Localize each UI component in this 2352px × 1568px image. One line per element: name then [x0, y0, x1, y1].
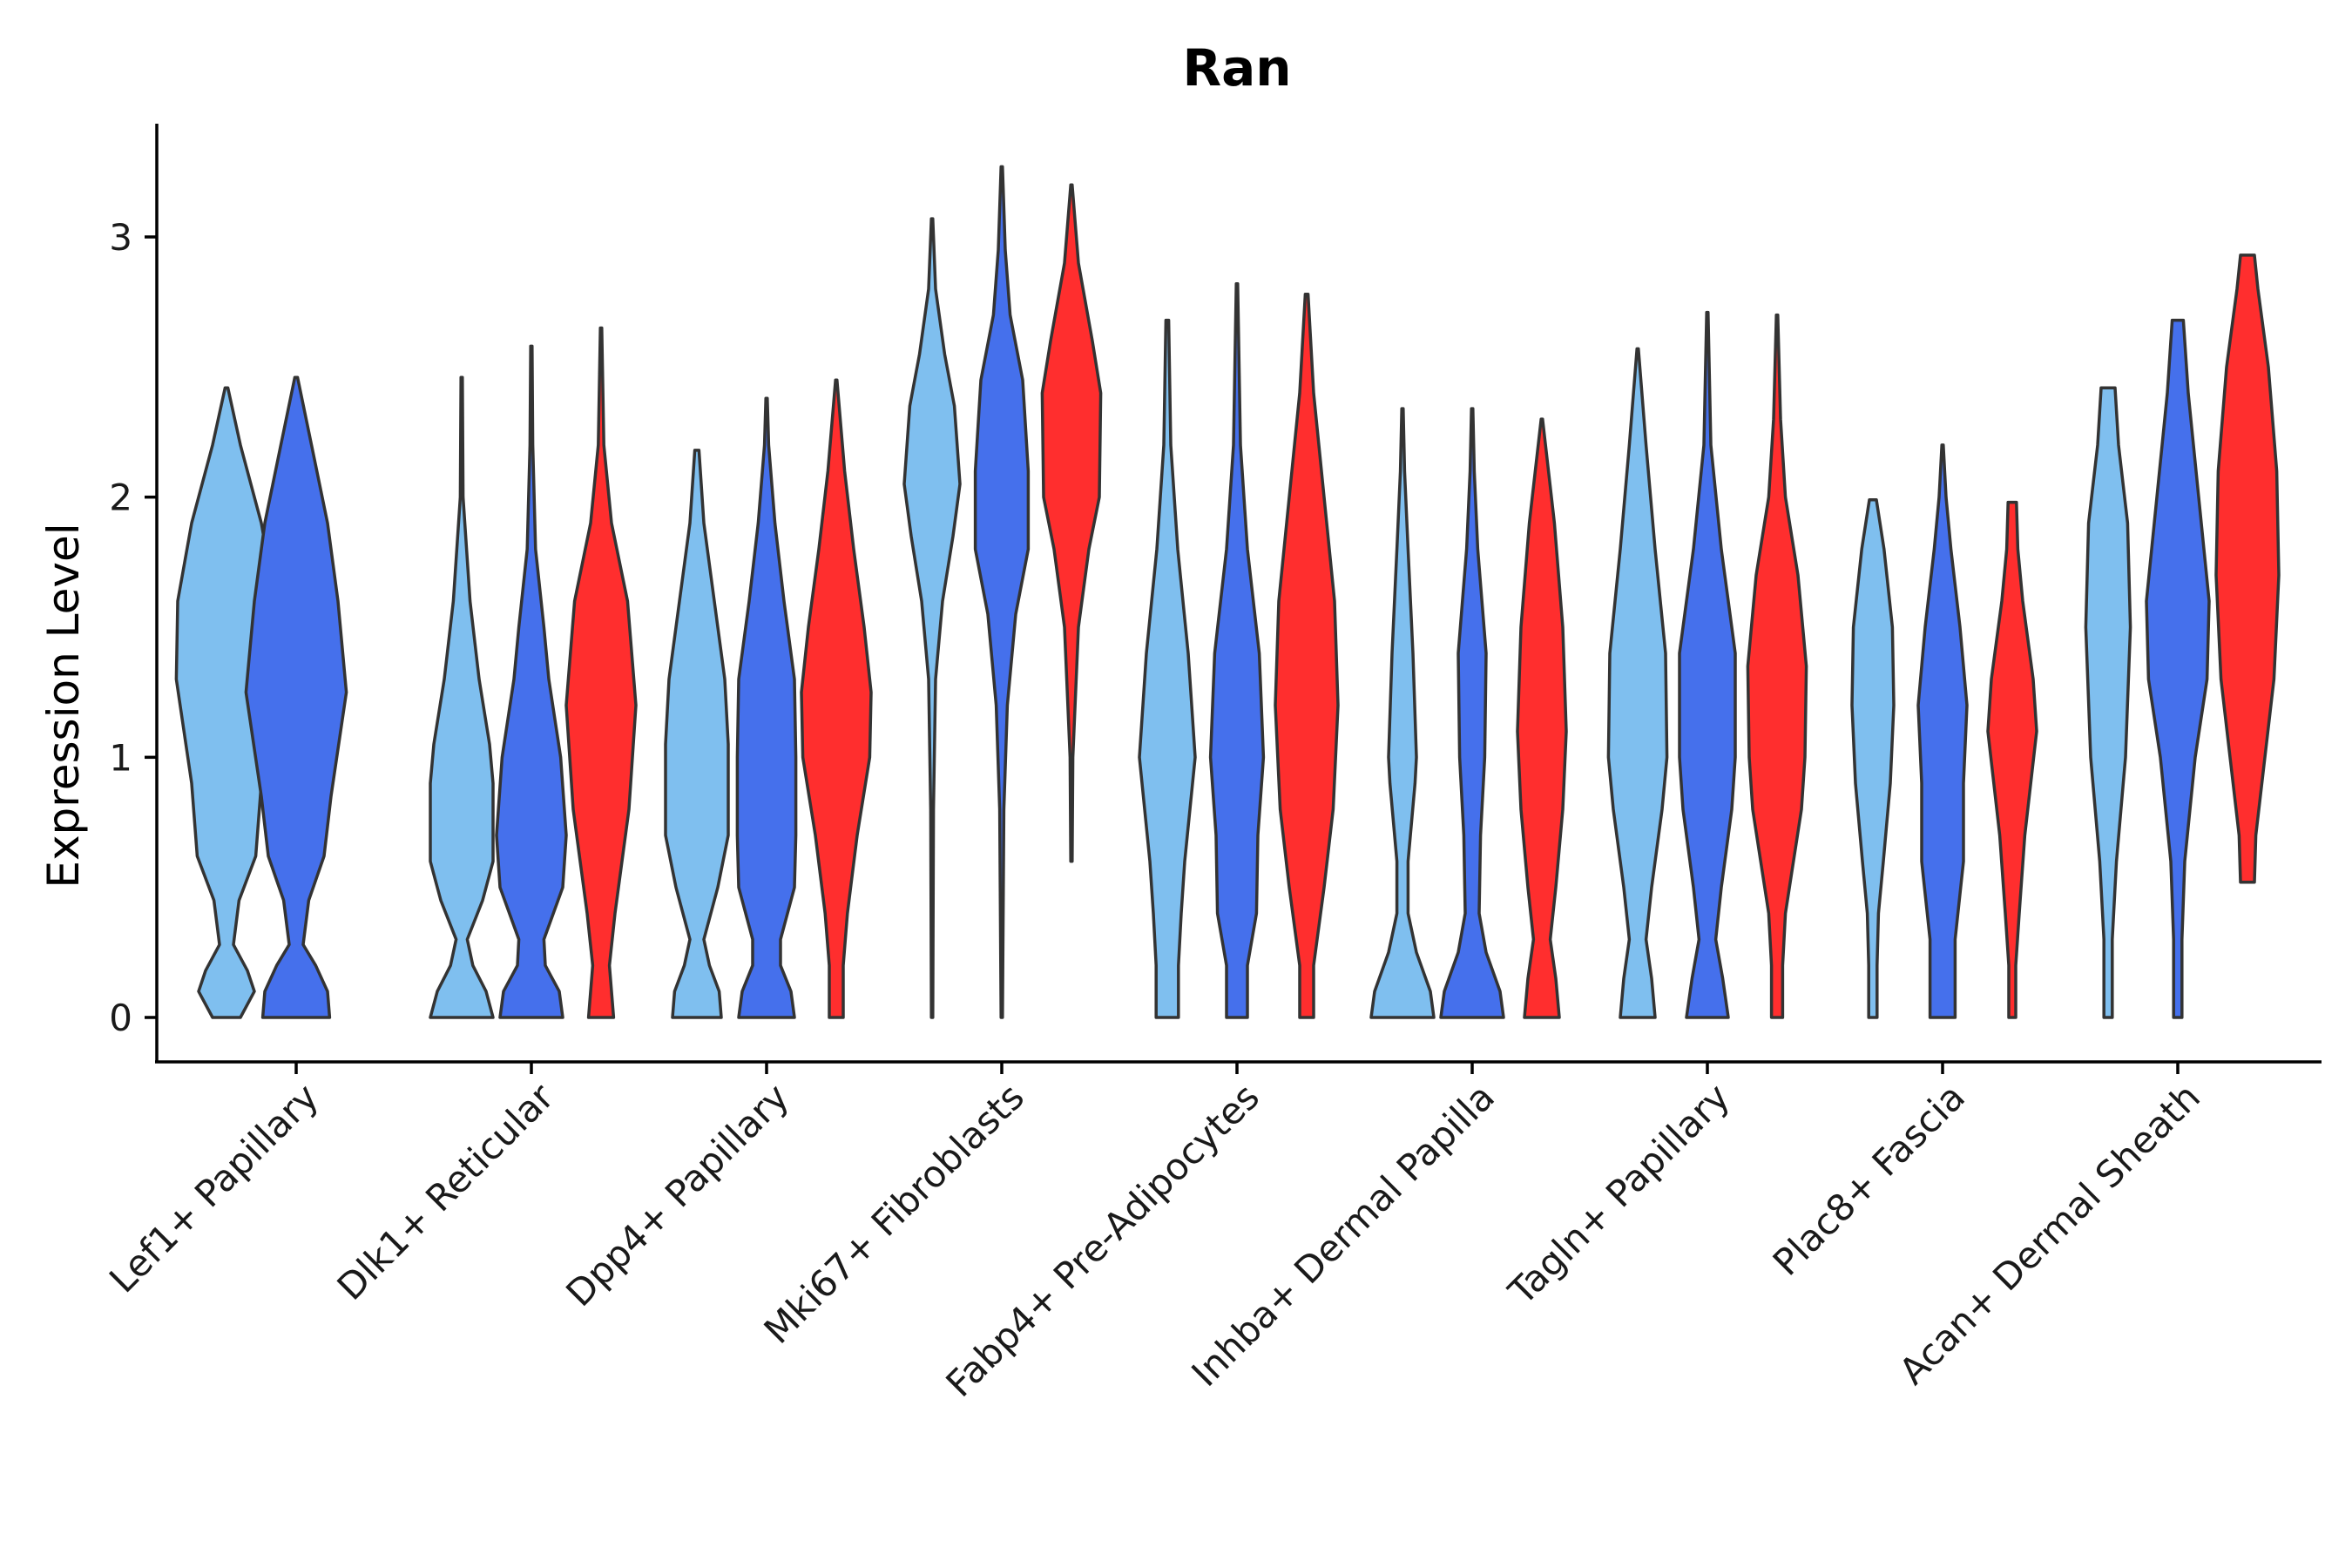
- violin-inhba-dermal-papilla-group-1: [1369, 407, 1436, 1019]
- x-tick-label-tagln-papillary: Tagln+ Papillary: [1500, 1075, 1738, 1313]
- violin-mki67-fibroblasts-group-1: [902, 217, 962, 1019]
- violin-dpp4-papillary-group-3: [800, 378, 873, 1019]
- x-tick-label-dpp4-papillary: Dpp4+ Papillary: [558, 1075, 797, 1315]
- violin-lef1-papillary-group-2: [244, 375, 348, 1019]
- chart-title: Ran: [1182, 38, 1291, 98]
- y-tick-label-0: 0: [109, 997, 132, 1039]
- y-tick-label-3: 3: [109, 216, 132, 259]
- x-tick-label-plac8-fascia: Plac8+ Fascia: [1765, 1075, 1973, 1283]
- violin-dlk1-reticular-group-3: [564, 326, 638, 1019]
- violins-layer: [174, 165, 2281, 1019]
- x-tick-label-mki67-fibroblasts: Mki67+ Fibroblasts: [756, 1075, 1032, 1351]
- violin-dpp4-papillary-group-1: [664, 449, 730, 1019]
- violin-plac8-fascia-group-2: [1916, 443, 1969, 1019]
- violin-acan-dermal-sheath-group-3: [2214, 253, 2281, 884]
- violin-acan-dermal-sheath-group-2: [2145, 318, 2211, 1019]
- y-axis-label: Expression Level: [38, 523, 89, 888]
- violin-tagln-papillary-group-3: [1746, 313, 1808, 1019]
- x-tick-label-dlk1-reticular: Dlk1+ Reticular: [329, 1075, 563, 1308]
- violin-plac8-fascia-group-1: [1850, 497, 1896, 1019]
- violin-dlk1-reticular-group-1: [429, 375, 495, 1019]
- y-tick-label-1: 1: [109, 736, 132, 779]
- violin-mki67-fibroblasts-group-2: [973, 165, 1031, 1019]
- violin-inhba-dermal-papilla-group-2: [1439, 407, 1505, 1019]
- violin-fabp4-pre-adipocytes-group-2: [1208, 282, 1266, 1019]
- y-ticks: 0 1 2 3: [109, 216, 157, 1039]
- violin-mki67-fibroblasts-group-3: [1040, 183, 1103, 863]
- violin-plac8-fascia-group-3: [1986, 500, 2038, 1019]
- violin-acan-dermal-sheath-group-1: [2084, 386, 2132, 1019]
- violin-fabp4-pre-adipocytes-group-3: [1274, 292, 1340, 1019]
- x-tick-label-lef1-papillary: Lef1+ Papillary: [101, 1075, 327, 1301]
- violin-lef1-papillary-group-1: [174, 386, 279, 1019]
- violin-tagln-papillary-group-1: [1606, 347, 1669, 1019]
- violin-fabp4-pre-adipocytes-group-1: [1138, 318, 1197, 1019]
- y-tick-label-2: 2: [109, 476, 132, 519]
- violin-dlk1-reticular-group-2: [495, 344, 568, 1019]
- violin-tagln-papillary-group-2: [1678, 310, 1737, 1019]
- violin-dpp4-papillary-group-2: [735, 396, 798, 1019]
- violin-inhba-dermal-papilla-group-3: [1516, 417, 1568, 1019]
